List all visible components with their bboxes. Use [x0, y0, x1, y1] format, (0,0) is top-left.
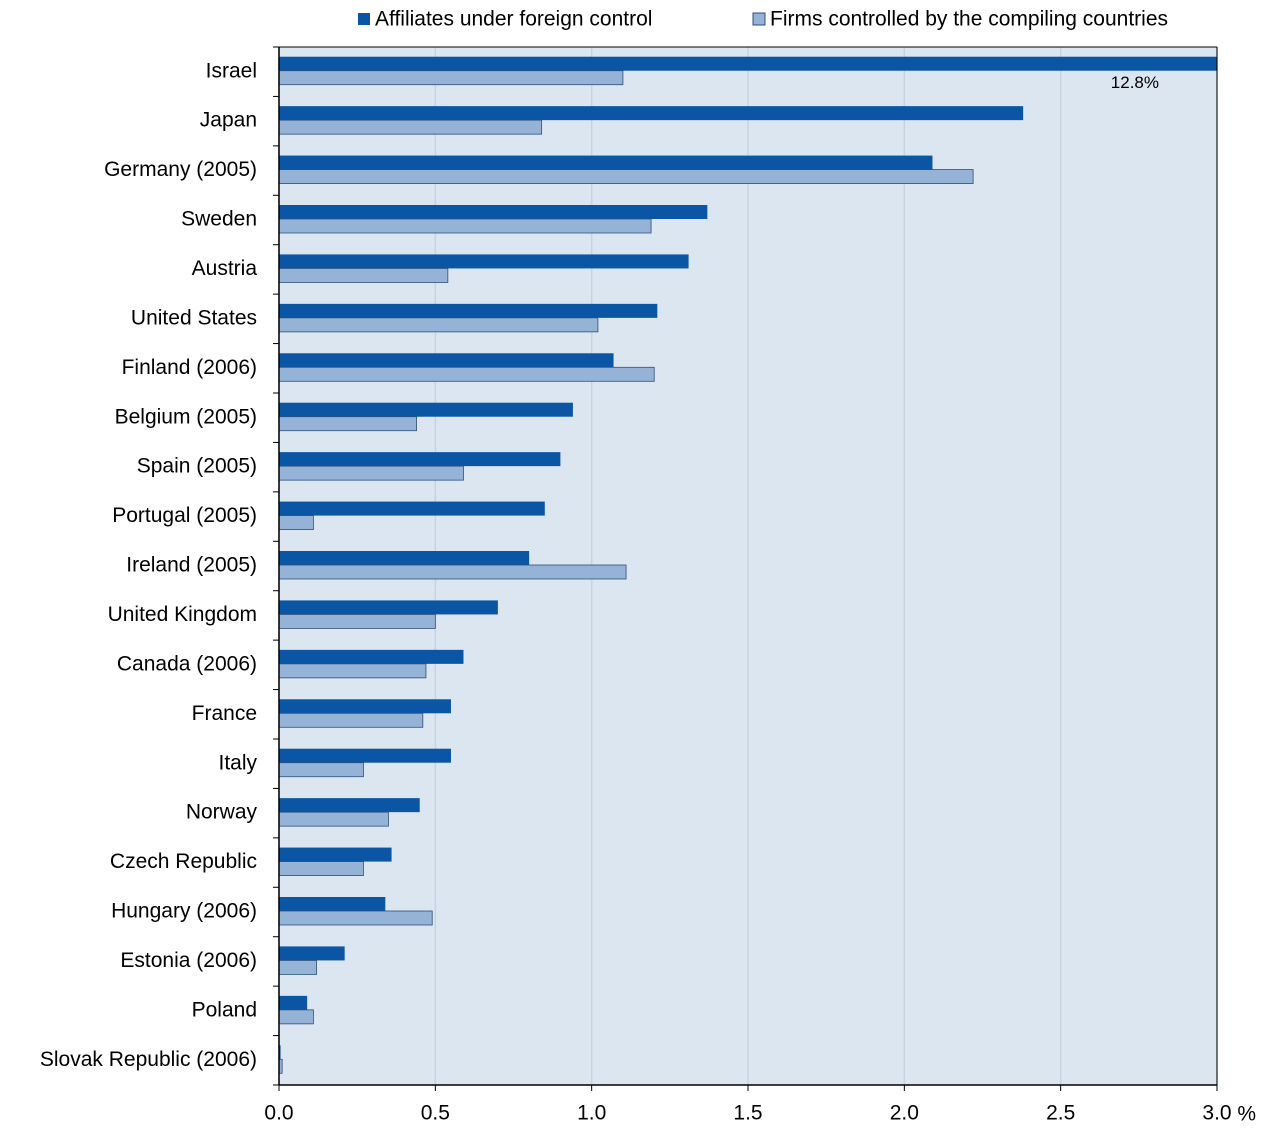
bar — [279, 452, 561, 467]
x-tick-label: 1.0 — [577, 1102, 606, 1125]
x-tick-label: 2.0 — [890, 1102, 919, 1125]
bar — [279, 564, 627, 580]
bar — [279, 303, 658, 318]
bar — [279, 70, 624, 86]
y-tick-label: Spain (2005) — [137, 455, 257, 478]
y-tick-label: Finland (2006) — [122, 356, 257, 379]
annotations: 0.0 0.5 1.0 1.5 2.0 2.5 3.0 Israel 12.8% Japan Ger… — [40, 46, 1232, 1125]
value-label: 12.8% — [1111, 73, 1159, 92]
x-tick-label: 0.5 — [421, 1102, 450, 1125]
x-tick-label: 0.0 — [264, 1102, 293, 1125]
bar — [279, 762, 364, 778]
x-axis-label: % — [1237, 1103, 1256, 1126]
bar — [279, 847, 392, 862]
bar — [279, 960, 317, 975]
bar — [279, 218, 652, 234]
bar — [279, 649, 464, 664]
bar — [279, 169, 974, 184]
y-tick-label: Portugal (2005) — [112, 504, 257, 527]
bar — [279, 205, 708, 219]
legend-label: Firms controlled by the compiling countr… — [770, 8, 1168, 31]
bar — [279, 402, 573, 417]
bar — [279, 910, 433, 926]
bar — [279, 897, 386, 911]
y-tick-label: Poland — [192, 998, 257, 1021]
bar — [279, 366, 655, 382]
y-tick-label: Germany (2005) — [104, 158, 257, 181]
y-tick-label: Czech Republic — [110, 850, 257, 873]
legend-swatch — [752, 12, 766, 26]
y-tick-label: France — [192, 702, 257, 725]
y-tick-label: Italy — [218, 751, 257, 774]
bars — [279, 56, 1217, 1074]
y-tick-label: Belgium (2005) — [115, 405, 257, 428]
y-tick-label: United Kingdom — [108, 603, 257, 626]
bar — [279, 254, 689, 269]
y-tick-label: Canada (2006) — [117, 652, 257, 675]
legend-swatch — [358, 13, 370, 25]
x-tick-label: 1.5 — [733, 1102, 762, 1125]
bar — [279, 317, 599, 333]
bar — [279, 551, 530, 565]
x-tick-label: 2.5 — [1046, 1102, 1075, 1125]
bar — [279, 501, 545, 516]
y-tick-label: Japan — [200, 109, 257, 132]
bar — [279, 995, 308, 1010]
y-tick-label: Ireland (2005) — [126, 554, 257, 577]
y-tick-label: Slovak Republic (2006) — [40, 1048, 257, 1071]
x-tick-label: 3.0 — [1202, 1102, 1231, 1125]
bar — [279, 1058, 283, 1074]
y-tick-label: Hungary (2006) — [111, 900, 257, 923]
bar — [279, 106, 1024, 121]
bar — [279, 614, 436, 629]
bar — [279, 268, 449, 283]
bar — [279, 861, 364, 876]
y-tick-label: Sweden — [181, 208, 257, 231]
y-tick-label: Austria — [192, 257, 258, 280]
bar — [279, 353, 614, 368]
bar — [279, 56, 1217, 71]
bar — [279, 712, 424, 728]
bar — [279, 946, 345, 961]
y-tick-label: Norway — [186, 801, 258, 824]
bar — [279, 798, 420, 813]
bar — [279, 811, 389, 827]
bar — [279, 515, 314, 530]
bar — [279, 1045, 281, 1060]
y-tick-label: Israel — [206, 59, 257, 82]
bar — [279, 465, 464, 481]
bar — [279, 155, 933, 170]
bar — [279, 1009, 314, 1025]
bar — [279, 416, 417, 432]
bar — [279, 748, 451, 763]
y-tick-label: United States — [131, 306, 257, 329]
bar — [279, 699, 451, 714]
legend-label: Affiliates under foreign control — [375, 8, 652, 31]
bar — [279, 663, 427, 679]
bar — [279, 600, 498, 615]
bar — [279, 119, 543, 135]
y-tick-label: Estonia (2006) — [120, 949, 257, 972]
